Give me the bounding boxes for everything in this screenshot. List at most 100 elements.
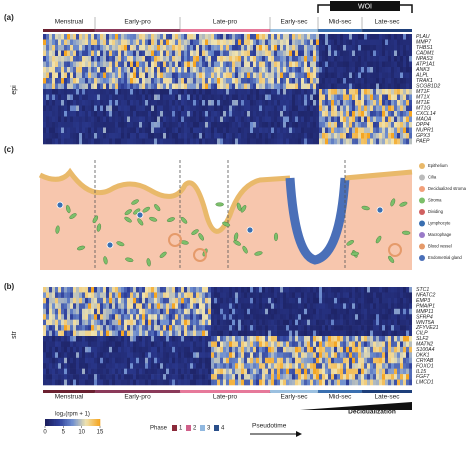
heatmap-cell bbox=[376, 56, 379, 62]
heatmap-cell bbox=[55, 325, 58, 331]
gene-label: THBS1 bbox=[416, 45, 433, 51]
heatmap-cell bbox=[55, 341, 58, 348]
heatmap-cell bbox=[127, 34, 130, 40]
heatmap-cell bbox=[358, 39, 361, 46]
heatmap-cell bbox=[124, 363, 127, 369]
heatmap-cell bbox=[127, 368, 130, 375]
heatmap-cell bbox=[151, 122, 154, 128]
heatmap-cell bbox=[154, 330, 157, 337]
heatmap-cell bbox=[220, 100, 223, 106]
heatmap-cell bbox=[247, 363, 250, 369]
heatmap-cell bbox=[319, 341, 322, 348]
heatmap-cell bbox=[154, 314, 157, 320]
heatmap-cell bbox=[103, 133, 106, 139]
colorbar-step bbox=[46, 419, 49, 426]
heatmap-cell bbox=[241, 336, 244, 342]
heatmap-cell bbox=[127, 363, 130, 369]
heatmap-cell bbox=[280, 319, 283, 326]
heatmap-cell bbox=[364, 363, 367, 369]
heatmap-cell bbox=[46, 314, 49, 320]
heatmap-cell bbox=[283, 325, 286, 331]
heatmap-cell bbox=[175, 363, 178, 369]
heatmap-cell bbox=[169, 297, 172, 304]
heatmap-cell bbox=[187, 45, 190, 51]
heatmap-cell bbox=[301, 292, 304, 299]
heatmap-cell bbox=[247, 72, 250, 79]
heatmap-cell bbox=[115, 303, 118, 310]
heatmap-cell bbox=[331, 319, 334, 326]
heatmap-cell bbox=[118, 325, 121, 331]
heatmap-cell bbox=[331, 346, 334, 353]
heatmap-cell bbox=[385, 50, 388, 57]
heatmap-cell bbox=[298, 352, 301, 359]
heatmap-cell bbox=[238, 61, 241, 68]
heatmap-cell bbox=[382, 352, 385, 359]
phase-label: Early-sec bbox=[280, 394, 308, 401]
heatmap-cell bbox=[346, 374, 349, 380]
heatmap-cell bbox=[409, 308, 412, 315]
heatmap-cell bbox=[196, 357, 199, 364]
heatmap-cell bbox=[349, 116, 352, 123]
heatmap-cell bbox=[271, 67, 274, 73]
heatmap-cell bbox=[289, 133, 292, 139]
heatmap-cell bbox=[160, 105, 163, 112]
heatmap-cell bbox=[115, 363, 118, 369]
heatmap-cell bbox=[391, 105, 394, 112]
heatmap-cell bbox=[220, 39, 223, 46]
heatmap-cell bbox=[67, 297, 70, 304]
heatmap-cell bbox=[232, 122, 235, 128]
heatmap-cell bbox=[109, 138, 112, 145]
heatmap-cell bbox=[379, 374, 382, 380]
heatmap-cell bbox=[376, 357, 379, 364]
heatmap-cell bbox=[403, 379, 406, 386]
heatmap-cell bbox=[379, 368, 382, 375]
heatmap-cell bbox=[208, 363, 211, 369]
heatmap-cell bbox=[136, 292, 139, 299]
heatmap-cell bbox=[121, 127, 124, 134]
heatmap-cell bbox=[103, 127, 106, 134]
heatmap-cell bbox=[187, 308, 190, 315]
heatmap-cell bbox=[274, 78, 277, 84]
heatmap-cell bbox=[325, 94, 328, 101]
heatmap-cell bbox=[283, 61, 286, 68]
heatmap-cell bbox=[151, 100, 154, 106]
heatmap-cell bbox=[367, 111, 370, 117]
heatmap-cell bbox=[361, 39, 364, 46]
heatmap-cell bbox=[337, 287, 340, 293]
heatmap-cell bbox=[43, 61, 46, 68]
heatmap-cell bbox=[250, 116, 253, 123]
heatmap-cell bbox=[145, 341, 148, 348]
heatmap-cell bbox=[274, 336, 277, 342]
heatmap-cell bbox=[61, 287, 64, 293]
heatmap-cell bbox=[82, 94, 85, 101]
heatmap-cell bbox=[58, 83, 61, 90]
heatmap-cell bbox=[397, 100, 400, 106]
heatmap-cell bbox=[193, 379, 196, 386]
heatmap-cell bbox=[139, 94, 142, 101]
heatmap-cell bbox=[193, 341, 196, 348]
heatmap-cell bbox=[370, 111, 373, 117]
heatmap-cell bbox=[313, 308, 316, 315]
heatmap-cell bbox=[385, 34, 388, 40]
heatmap-cell bbox=[256, 292, 259, 299]
heatmap-cell bbox=[349, 56, 352, 62]
heatmap-cell bbox=[175, 379, 178, 386]
heatmap-cell bbox=[136, 105, 139, 112]
heatmap-cell bbox=[76, 330, 79, 337]
heatmap-cell bbox=[211, 357, 214, 364]
heatmap-cell bbox=[322, 116, 325, 123]
heatmap-cell bbox=[364, 319, 367, 326]
heatmap-cell bbox=[403, 138, 406, 145]
stroma-cell bbox=[233, 240, 241, 246]
heatmap-cell bbox=[271, 368, 274, 375]
heatmap-cell bbox=[52, 89, 55, 95]
heatmap-cell bbox=[379, 39, 382, 46]
heatmap-cell bbox=[394, 72, 397, 79]
heatmap-cell bbox=[361, 363, 364, 369]
heatmap-cell bbox=[325, 325, 328, 331]
heatmap-cell bbox=[136, 287, 139, 293]
heatmap-cell bbox=[403, 83, 406, 90]
heatmap-cell bbox=[55, 363, 58, 369]
heatmap-cell bbox=[343, 379, 346, 386]
heatmap-cell bbox=[193, 72, 196, 79]
